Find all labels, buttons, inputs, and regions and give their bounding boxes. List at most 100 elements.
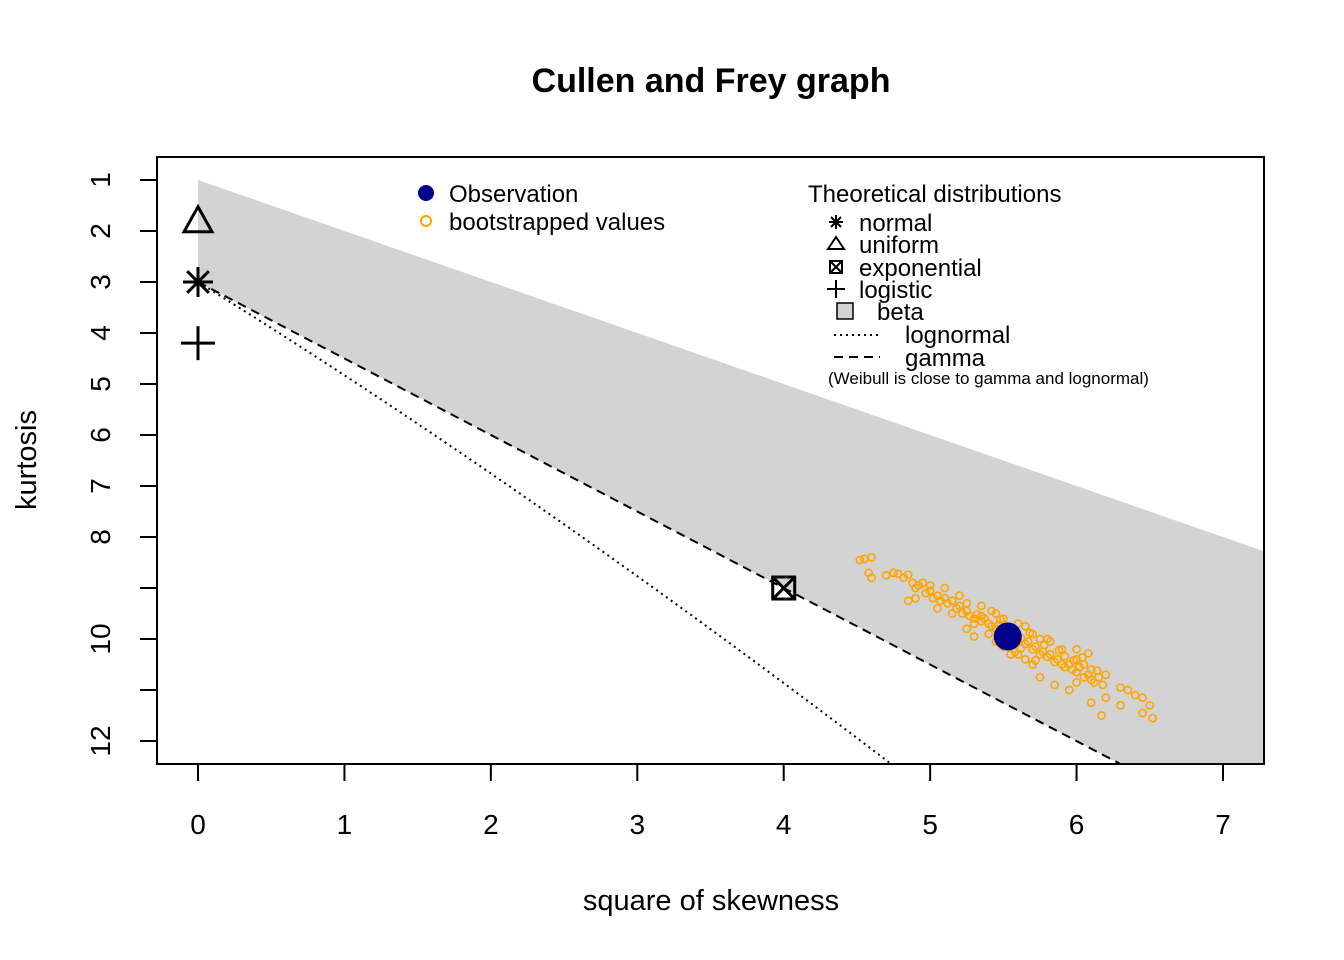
legend-logistic-label: logistic <box>859 277 932 304</box>
bootstrap-point <box>976 601 986 611</box>
bootstrap-point <box>1020 621 1030 631</box>
bootstrap-point <box>914 581 923 590</box>
bootstrap-point <box>955 591 964 601</box>
bootstrap-point <box>1053 655 1062 664</box>
observation-point <box>993 622 1022 651</box>
x-tick-label: 4 <box>776 809 792 840</box>
bootstrap-point <box>1060 651 1070 661</box>
bootstrap-point <box>918 578 928 588</box>
gamma-line <box>197 281 1123 764</box>
bootstrap-point <box>1045 649 1055 659</box>
bootstrap-point <box>969 632 979 641</box>
bootstrap-point <box>1016 643 1026 653</box>
bootstrap-point <box>911 593 920 603</box>
y-tick-label: 5 <box>85 376 116 392</box>
legend-gamma-label: gamma <box>905 345 986 372</box>
bootstrap-points <box>855 553 1158 723</box>
legend-exponential-symbol <box>829 260 843 274</box>
bootstrap-point <box>1064 685 1074 695</box>
bootstrap-point <box>855 555 865 565</box>
legend-beta-symbol <box>836 302 854 320</box>
bootstrap-point <box>1075 662 1084 672</box>
bootstrap-point <box>921 588 931 598</box>
bootstrap-point <box>972 610 982 619</box>
bootstrap-point <box>991 609 1001 618</box>
bootstrap-point <box>1054 645 1064 655</box>
bootstrap-point <box>889 568 898 578</box>
bootstrap-point <box>1138 693 1147 703</box>
legend-theoretical: Theoretical distributions normal uniform… <box>808 181 1149 388</box>
x-tick-label: 6 <box>1069 809 1085 840</box>
legend-observation-symbol <box>418 185 434 201</box>
chart-title: Cullen and Frey graph <box>532 62 891 100</box>
legend-uniform-symbol <box>826 235 846 250</box>
x-tick-label: 5 <box>922 809 938 840</box>
bootstrap-point <box>1006 649 1016 659</box>
bootstrap-point <box>1072 677 1081 687</box>
bootstrap-point <box>933 604 942 613</box>
bootstrap-point <box>1098 680 1108 690</box>
bootstrap-point <box>925 581 935 590</box>
bootstrap-point <box>1069 656 1079 665</box>
bootstrap-point <box>947 609 957 618</box>
bootstrap-point <box>1039 640 1049 650</box>
y-tick-label: 8 <box>85 529 116 545</box>
y-tick-label: 2 <box>85 223 116 239</box>
bootstrap-point <box>935 596 945 606</box>
bootstrap-point <box>1031 642 1040 652</box>
lognormal-line <box>197 281 893 764</box>
bootstrap-point <box>947 596 957 606</box>
x-tick-label: 2 <box>483 809 499 840</box>
x-axis: 0 1 2 3 4 5 6 7 <box>190 763 1231 840</box>
bootstrap-point <box>1060 662 1070 672</box>
bootstrap-point <box>1025 628 1035 638</box>
legend-observations: Observation bootstrapped values <box>418 181 665 236</box>
bootstrap-point <box>1116 683 1125 692</box>
bootstrap-point <box>1145 700 1155 710</box>
bootstrap-point <box>867 573 876 583</box>
legend-bootstrap-label: bootstrapped values <box>449 209 665 236</box>
bootstrap-point <box>940 583 950 593</box>
legend-observation-label: Observation <box>449 181 578 208</box>
bootstrap-point <box>1092 666 1102 676</box>
bootstrap-point <box>1086 698 1096 708</box>
bootstrap-point <box>969 619 979 629</box>
legend-normal-symbol <box>829 215 843 229</box>
legend-normal-label: normal <box>859 210 932 237</box>
bootstrap-point <box>1130 690 1140 700</box>
bootstrap-point <box>893 569 903 579</box>
legend-uniform-label: uniform <box>859 232 939 259</box>
y-tick-label: 3 <box>85 274 116 290</box>
x-tick-label: 7 <box>1215 809 1231 840</box>
bootstrap-point <box>984 629 994 639</box>
bootstrap-point <box>987 606 997 616</box>
beta-region <box>198 179 1264 764</box>
y-axis-label: kurtosis <box>11 410 43 510</box>
legend-weibull-note: (Weibull is close to gamma and lognormal… <box>828 369 1149 388</box>
bootstrap-point <box>867 553 876 562</box>
y-tick-label: 4 <box>85 325 116 341</box>
x-tick-label: 0 <box>190 809 206 840</box>
bootstrap-point <box>903 596 913 606</box>
bootstrap-point <box>1083 648 1093 658</box>
uniform-point <box>181 203 215 234</box>
bootstrap-point <box>955 601 964 611</box>
bootstrap-point <box>1148 713 1158 723</box>
bootstrap-point <box>962 624 972 634</box>
y-tick-label: 6 <box>85 427 116 443</box>
bootstrap-point <box>1101 670 1111 680</box>
bootstrap-point <box>1086 665 1096 675</box>
bootstrap-point <box>1050 680 1060 690</box>
bootstrap-point <box>881 570 891 580</box>
x-axis-label: square of skewness <box>583 885 839 917</box>
bootstrap-point <box>1123 685 1133 695</box>
legend-theoretical-heading: Theoretical distributions <box>808 181 1061 208</box>
bootstrap-point <box>943 598 953 608</box>
bootstrap-point <box>1020 655 1030 664</box>
bootstrap-point <box>998 614 1008 624</box>
bootstrap-point <box>1138 708 1147 718</box>
bootstrap-point <box>1023 637 1033 646</box>
bootstrap-point <box>1078 652 1087 662</box>
